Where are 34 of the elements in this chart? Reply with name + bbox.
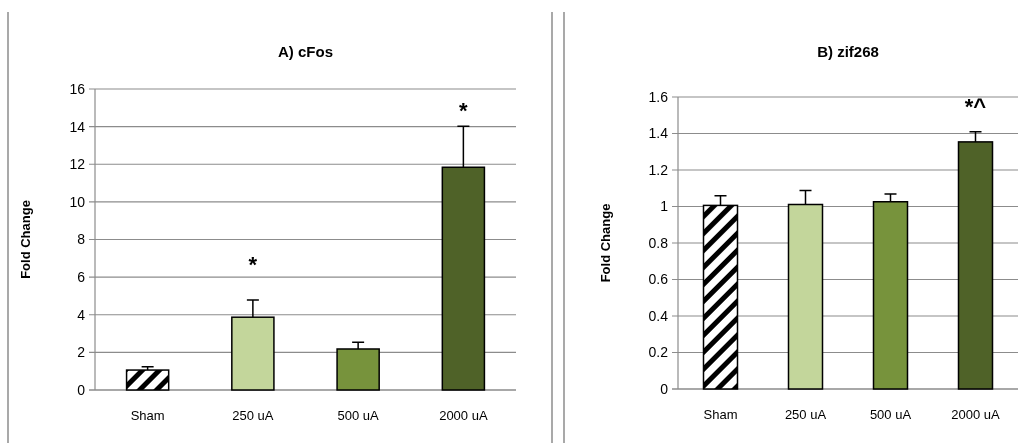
bar xyxy=(125,369,170,391)
y-tick-label: 0 xyxy=(660,380,669,397)
x-tick-label: 2000 uA xyxy=(951,407,1001,422)
y-tick-label: 0.4 xyxy=(648,307,669,324)
y-tick-label: 1 xyxy=(660,198,669,215)
y-tick-label: 1.6 xyxy=(648,88,669,105)
y-tick-label: 1.4 xyxy=(648,125,669,142)
y-tick-label: 0.2 xyxy=(648,344,669,361)
y-tick-label: 6 xyxy=(77,269,86,286)
chart-title: A) cFos xyxy=(277,43,334,60)
x-tick-label: 500 uA xyxy=(869,407,912,422)
y-tick-label: 4 xyxy=(77,306,86,323)
y-axis-title: Fold Change xyxy=(598,203,613,283)
y-tick-label: 8 xyxy=(77,231,86,248)
y-tick-label: 0.6 xyxy=(648,271,669,288)
y-tick-label: 0 xyxy=(77,381,86,398)
annotation: * xyxy=(248,252,258,277)
x-tick-label: 2000 uA xyxy=(439,408,488,423)
y-tick-label: 0.8 xyxy=(648,234,669,251)
y-tick-label: 14 xyxy=(69,118,86,135)
y-tick-label: 16 xyxy=(69,80,86,97)
chart-title: B) zif268 xyxy=(817,43,879,60)
annotation: *^ xyxy=(964,94,987,119)
y-tick-label: 1.2 xyxy=(648,161,669,178)
x-tick-label: 250 uA xyxy=(784,407,827,422)
x-tick-label: Sham xyxy=(130,408,165,423)
y-tick-label: 10 xyxy=(69,193,86,210)
y-tick-label: 2 xyxy=(77,344,86,361)
y-axis-title: Fold Change xyxy=(18,200,33,279)
y-tick-label: 12 xyxy=(69,156,86,173)
x-tick-label: Sham xyxy=(703,407,738,422)
annotation: * xyxy=(459,98,469,123)
x-tick-label: 250 uA xyxy=(232,408,274,423)
x-tick-label: 500 uA xyxy=(337,408,380,423)
